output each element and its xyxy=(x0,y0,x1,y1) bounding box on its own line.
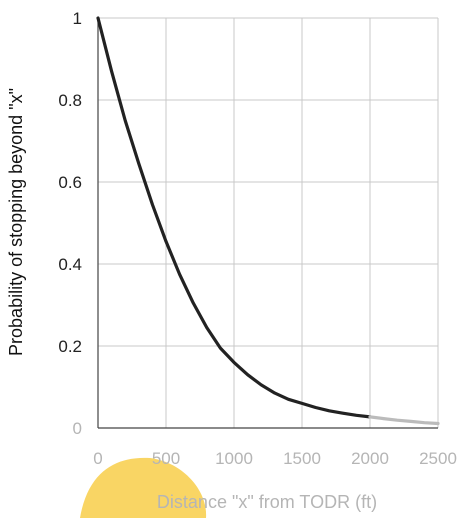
y-tick-label-5: 1 xyxy=(73,9,82,28)
x-tick-label-3: 1500 xyxy=(283,449,321,468)
y-tick-label-1: 0.2 xyxy=(58,337,82,356)
x-axis-label: Distance "x" from TODR (ft) xyxy=(157,492,377,512)
y-axis-label: Probability of stopping beyond "x" xyxy=(6,88,26,356)
series-line-0 xyxy=(96,16,372,419)
y-tick-label-0: 0 xyxy=(73,419,82,438)
highlight-blob xyxy=(80,457,207,518)
x-tick-label-1: 500 xyxy=(152,449,180,468)
x-tick-label-0: 0 xyxy=(93,449,102,468)
y-tick-labels: 0 0.2 0.4 0.6 0.8 1 xyxy=(58,9,82,438)
series-lines xyxy=(96,16,440,426)
x-tick-label-2: 1000 xyxy=(215,449,253,468)
y-tick-label-4: 0.8 xyxy=(58,91,82,110)
x-tick-label-4: 2000 xyxy=(351,449,389,468)
grid xyxy=(97,17,439,429)
series-line-1 xyxy=(368,415,440,426)
x-tick-label-5: 2500 xyxy=(419,449,457,468)
axes xyxy=(97,18,438,429)
y-tick-label-3: 0.6 xyxy=(58,173,82,192)
x-tick-labels: 0 500 1000 1500 2000 2500 xyxy=(93,449,457,468)
y-tick-label-2: 0.4 xyxy=(58,255,82,274)
